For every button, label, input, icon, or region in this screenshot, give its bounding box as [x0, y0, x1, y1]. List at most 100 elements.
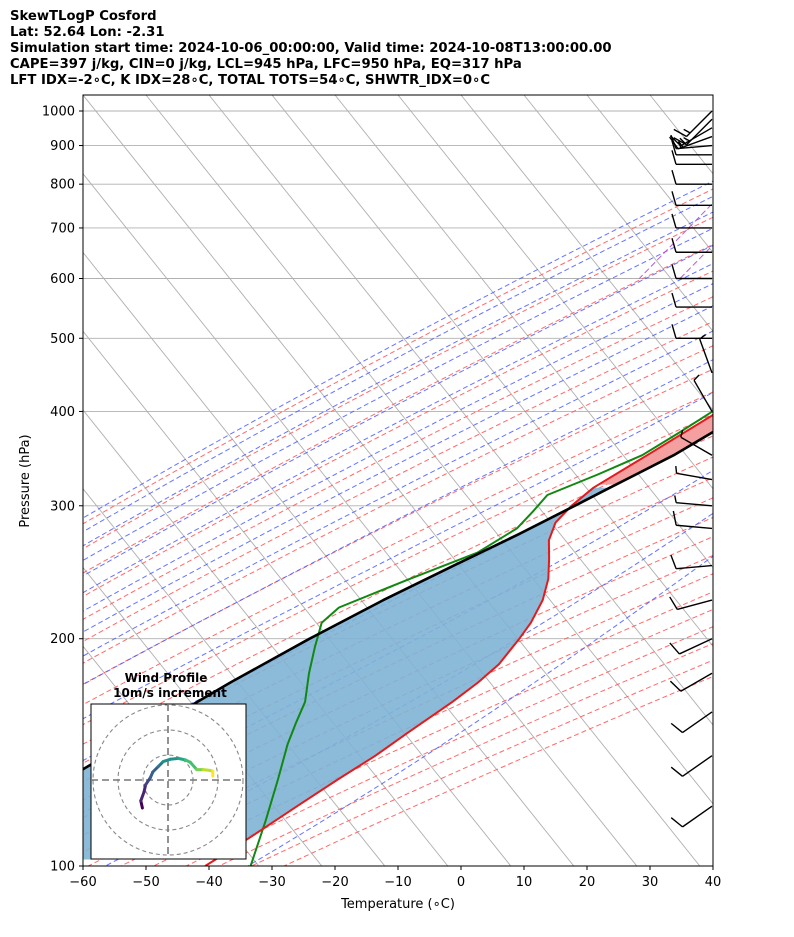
- barb-flag: [671, 150, 677, 165]
- location-line: Lat: 52.64 Lon: -2.31: [10, 25, 165, 40]
- barb-flag: [670, 554, 677, 569]
- moist-adiabat: [83, 469, 713, 814]
- dry-adiabat: [83, 188, 713, 525]
- barb-staff: [680, 672, 713, 692]
- barb-flag: [670, 722, 683, 734]
- wind-barb: [671, 191, 712, 207]
- barb-half-flag: [699, 334, 706, 340]
- isotherm-line: [460, 95, 713, 411]
- mixing-ratio-line: [724, 95, 794, 279]
- wind-barb: [669, 596, 713, 611]
- barb-half-flag: [680, 429, 684, 438]
- barb-flag: [671, 191, 677, 206]
- hodograph-title: Wind Profile: [125, 671, 208, 685]
- wind-barb: [693, 374, 713, 412]
- barb-half-flag: [693, 374, 700, 381]
- x-tick-label: 40: [705, 875, 722, 890]
- isotherm-line: [83, 95, 701, 866]
- isotherm-line: [397, 95, 713, 490]
- wind-barb: [669, 638, 713, 655]
- wind-barb: [671, 150, 712, 165]
- dry-adiabat: [83, 243, 713, 574]
- moist-adiabat: [105, 512, 713, 866]
- chart-header: SkewTLogP Cosford Lat: 52.64 Lon: -2.31 …: [10, 9, 612, 89]
- barb-half-flag: [675, 465, 678, 474]
- isotherm-line: [83, 251, 575, 866]
- isotherm-line: [83, 330, 512, 866]
- moist-adiabat: [83, 391, 713, 720]
- barb-staff: [679, 638, 713, 655]
- wind-barb: [670, 554, 713, 570]
- y-tick-label: 100: [50, 860, 75, 875]
- barb-flag: [670, 134, 677, 149]
- time-line: Simulation start time: 2024-10-06_00:00:…: [10, 41, 612, 56]
- temperature-profile: [204, 413, 713, 866]
- barb-flag: [671, 324, 677, 339]
- barb-staff: [676, 524, 713, 530]
- x-tick-label: −30: [258, 875, 285, 890]
- y-tick-label: 800: [50, 178, 75, 193]
- isotherm-line: [83, 173, 638, 866]
- y-tick-label: 200: [50, 632, 75, 647]
- wind-barb: [669, 672, 713, 692]
- x-tick-label: 10: [516, 875, 533, 890]
- barb-staff: [676, 472, 713, 481]
- wind-barb: [670, 805, 713, 828]
- barb-flag: [671, 140, 677, 155]
- barb-staff: [682, 755, 713, 777]
- x-tick-label: −60: [69, 875, 96, 890]
- mixing-ratio-line: [679, 244, 713, 279]
- barb-half-flag: [674, 495, 677, 503]
- x-tick-label: −20: [321, 875, 348, 890]
- y-tick-label: 900: [50, 139, 75, 154]
- dry-adiabat: [83, 345, 713, 664]
- moist-adiabat: [83, 227, 713, 562]
- barb-staff: [677, 599, 713, 611]
- barb-staff: [680, 436, 713, 456]
- hodograph-segment: [139, 790, 146, 803]
- dewpoint-profile: [249, 409, 713, 866]
- dry-adiabat: [83, 270, 713, 598]
- dry-adiabat: [83, 216, 713, 550]
- y-tick-label: 700: [50, 221, 75, 236]
- barb-staff: [676, 501, 713, 507]
- mixing-ratio-line: [638, 202, 713, 279]
- wind-barb: [671, 292, 712, 308]
- parcel-profile: [83, 430, 713, 771]
- wind-barb: [670, 755, 713, 777]
- dry-adiabat: [83, 435, 713, 745]
- x-tick-label: 20: [579, 875, 596, 890]
- barb-staff: [693, 379, 713, 412]
- wind-barb: [699, 334, 713, 374]
- barb-flag: [670, 817, 683, 828]
- isotherm-line: [334, 95, 713, 569]
- wind-barb: [671, 324, 712, 339]
- y-tick-label: 600: [50, 272, 75, 287]
- barb-flag: [671, 264, 677, 279]
- barb-half-flag: [677, 141, 682, 149]
- x-tick-label: 0: [457, 875, 465, 890]
- wind-barb: [680, 429, 713, 456]
- dry-adiabat: [83, 391, 713, 706]
- isotherm-line: [523, 95, 713, 332]
- barb-flag: [671, 238, 677, 253]
- x-tick-label: 30: [642, 875, 659, 890]
- barb-flag: [672, 510, 677, 526]
- chart-title: SkewTLogP Cosford: [10, 9, 157, 24]
- barb-flag: [670, 766, 683, 777]
- isotherm-line: [145, 95, 713, 805]
- hodograph: Wind Profile 10m/s increment: [90, 671, 247, 860]
- barb-half-flag: [683, 128, 691, 134]
- barb-staff: [682, 711, 713, 734]
- barb-flag: [669, 596, 678, 610]
- wind-barb: [673, 110, 713, 138]
- axis-ticks: −60 −50 −40 −30 −20 −10 0 10 20 30 40 100 200 300 400 5…: [42, 104, 721, 890]
- isotherm-line: [649, 95, 713, 175]
- barb-flag: [671, 213, 677, 229]
- isotherm-line: [712, 95, 713, 96]
- barb-staff: [676, 564, 713, 570]
- cape-line: CAPE=397 j/kg, CIN=0 j/kg, LCL=945 hPa, …: [10, 57, 522, 72]
- barb-flag: [671, 169, 677, 185]
- wind-barbs: [669, 110, 713, 828]
